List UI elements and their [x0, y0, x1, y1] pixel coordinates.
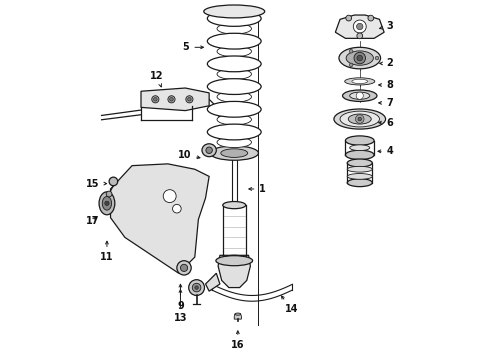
Circle shape — [355, 115, 364, 123]
Circle shape — [180, 264, 188, 271]
Ellipse shape — [207, 33, 261, 49]
Polygon shape — [141, 88, 209, 111]
Ellipse shape — [99, 192, 115, 215]
Ellipse shape — [102, 197, 112, 210]
Circle shape — [109, 177, 118, 186]
Ellipse shape — [207, 10, 261, 26]
Circle shape — [105, 201, 109, 206]
Polygon shape — [218, 255, 250, 288]
Ellipse shape — [217, 91, 251, 102]
Ellipse shape — [344, 78, 375, 85]
Circle shape — [206, 147, 212, 153]
Ellipse shape — [207, 79, 261, 94]
Ellipse shape — [216, 256, 253, 266]
Text: 1: 1 — [249, 184, 266, 194]
Ellipse shape — [343, 90, 377, 102]
Ellipse shape — [340, 111, 379, 127]
Text: 7: 7 — [379, 98, 393, 108]
Circle shape — [357, 55, 363, 61]
Circle shape — [357, 33, 363, 39]
Polygon shape — [111, 164, 209, 273]
Ellipse shape — [347, 159, 372, 167]
Ellipse shape — [217, 69, 251, 80]
Circle shape — [170, 98, 173, 101]
Text: 16: 16 — [231, 331, 245, 350]
Circle shape — [375, 56, 379, 60]
Ellipse shape — [217, 23, 251, 34]
Ellipse shape — [334, 109, 386, 129]
Ellipse shape — [202, 144, 216, 157]
Circle shape — [172, 204, 181, 213]
Circle shape — [192, 283, 201, 292]
Text: 6: 6 — [379, 118, 393, 128]
Polygon shape — [205, 273, 220, 291]
Ellipse shape — [223, 255, 245, 262]
Ellipse shape — [350, 145, 370, 150]
Text: 8: 8 — [379, 80, 393, 90]
Polygon shape — [234, 314, 242, 319]
Text: 4: 4 — [378, 146, 393, 156]
Ellipse shape — [346, 51, 373, 65]
Text: 14: 14 — [281, 296, 298, 314]
Ellipse shape — [235, 313, 241, 315]
Ellipse shape — [204, 5, 265, 18]
Ellipse shape — [207, 124, 261, 140]
Circle shape — [186, 96, 193, 103]
Circle shape — [188, 98, 191, 101]
Ellipse shape — [345, 136, 374, 145]
Ellipse shape — [347, 166, 372, 172]
Ellipse shape — [221, 149, 247, 157]
Ellipse shape — [217, 114, 251, 125]
Circle shape — [106, 191, 112, 197]
Circle shape — [152, 96, 159, 103]
Text: 9: 9 — [177, 284, 184, 311]
Circle shape — [354, 52, 366, 64]
Ellipse shape — [339, 47, 381, 69]
Ellipse shape — [210, 146, 258, 160]
Ellipse shape — [352, 79, 368, 84]
Polygon shape — [335, 15, 384, 39]
Text: 3: 3 — [380, 21, 393, 31]
Ellipse shape — [345, 150, 374, 159]
Circle shape — [357, 23, 363, 30]
Ellipse shape — [207, 102, 261, 117]
Text: 2: 2 — [380, 58, 393, 68]
Text: 17: 17 — [86, 216, 99, 226]
Circle shape — [358, 117, 362, 121]
Circle shape — [168, 96, 175, 103]
Text: 11: 11 — [100, 241, 114, 262]
Circle shape — [346, 15, 351, 21]
Circle shape — [349, 49, 353, 53]
Ellipse shape — [348, 114, 371, 124]
Text: 12: 12 — [150, 71, 164, 87]
Circle shape — [153, 98, 157, 101]
Ellipse shape — [217, 46, 251, 57]
Circle shape — [189, 280, 204, 296]
Circle shape — [195, 286, 198, 289]
Text: 10: 10 — [178, 150, 200, 160]
Ellipse shape — [217, 137, 251, 148]
Text: 15: 15 — [86, 179, 107, 189]
Circle shape — [368, 15, 374, 21]
Ellipse shape — [347, 179, 372, 186]
Circle shape — [177, 261, 191, 275]
Text: 5: 5 — [183, 42, 203, 52]
Ellipse shape — [347, 174, 372, 179]
Ellipse shape — [207, 56, 261, 72]
Circle shape — [353, 20, 366, 33]
Circle shape — [356, 92, 364, 99]
Circle shape — [349, 63, 353, 67]
Ellipse shape — [350, 92, 370, 99]
Circle shape — [163, 190, 176, 203]
Ellipse shape — [223, 202, 245, 209]
Text: 13: 13 — [173, 290, 187, 323]
